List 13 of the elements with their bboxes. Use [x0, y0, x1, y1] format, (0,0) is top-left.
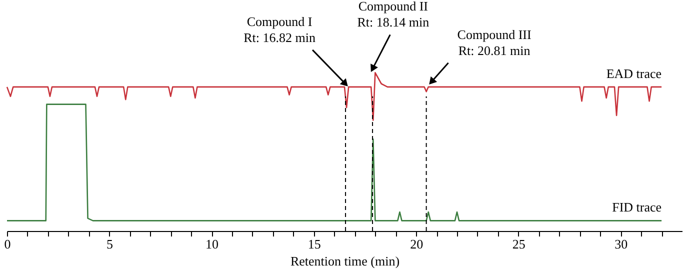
- x-tick-label: 20: [410, 236, 424, 252]
- x-tick-label: 10: [206, 236, 219, 252]
- x-tick-label: 15: [308, 236, 321, 252]
- annotation: Compound II Rt: 18.14 min: [357, 0, 430, 30]
- x-tick-label: 5: [106, 236, 114, 252]
- x-tick-label: 25: [512, 236, 526, 252]
- x-axis-title: Retention time (min): [290, 254, 400, 268]
- series-label: FID trace: [612, 200, 662, 215]
- x-tick-label: 30: [614, 236, 628, 252]
- annotation: Compound I Rt: 16.82 min: [244, 14, 316, 45]
- x-tick-label: 0: [4, 236, 11, 252]
- annotation: Compound III Rt: 20.81 min: [457, 26, 532, 58]
- series-label: EAD trace: [606, 66, 662, 81]
